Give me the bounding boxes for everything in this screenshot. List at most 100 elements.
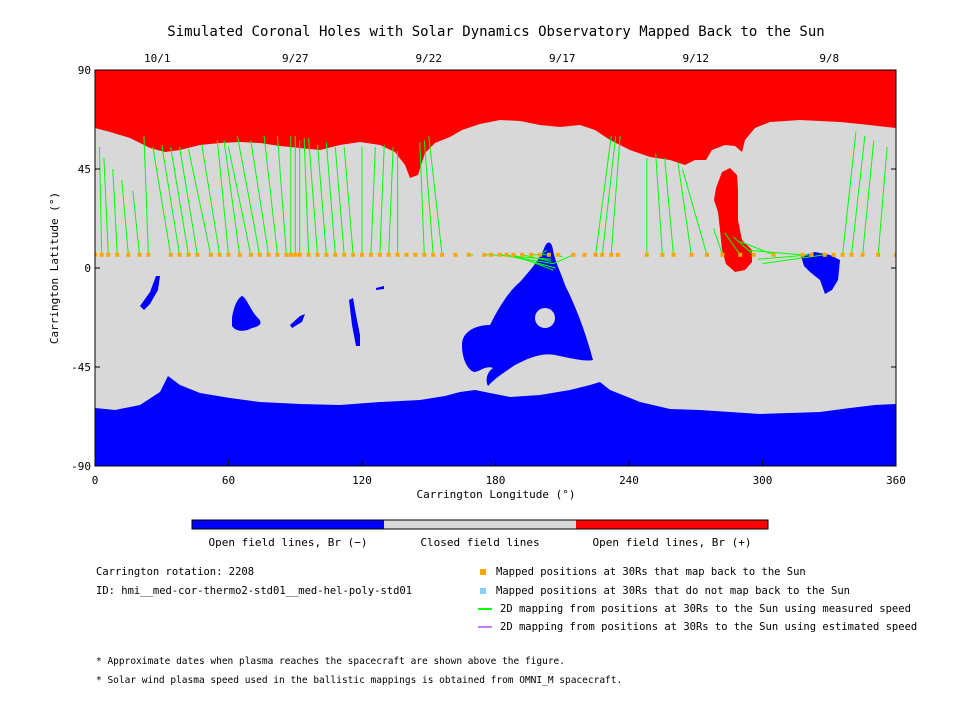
legend-measured-label: 2D mapping from positions at 30Rs to the… [500, 603, 911, 615]
mapping-line [499, 254, 554, 265]
mapped-point [146, 252, 151, 257]
x-tick-label: 120 [352, 474, 372, 487]
mapping-line [250, 140, 270, 255]
date-tick-label: 10/1 [144, 52, 171, 65]
mapping-line [423, 140, 434, 255]
mapping-line [112, 168, 118, 255]
x-axis: 0 60 120 180 240 300 360 [92, 461, 906, 487]
negative-island-4 [290, 314, 305, 328]
mapped-point [497, 252, 502, 257]
mapped-point [582, 252, 587, 257]
mapped-point [489, 252, 494, 257]
mapping-line [325, 142, 336, 255]
mapping-line [842, 131, 857, 255]
mapping-line [601, 135, 617, 255]
mapped-point [115, 252, 120, 257]
mapping-line [851, 135, 866, 255]
y-tick-label: 0 [84, 262, 91, 275]
mapping-line [98, 146, 103, 255]
mapped-point [404, 252, 409, 257]
mapping-line [121, 179, 129, 255]
mapping-line [303, 138, 310, 255]
mapped-point [226, 252, 231, 257]
legend-estimated-label: 2D mapping from positions at 30Rs to the… [500, 621, 918, 633]
colorbar-label: Open field lines, Br (−) [209, 536, 368, 549]
note-dates: * Approximate dates when plasma reaches … [96, 656, 565, 667]
mapped-point [555, 252, 560, 257]
mapping-line [419, 142, 425, 255]
positive-hole-extension [714, 168, 752, 272]
mapping-line [201, 144, 221, 255]
mapped-point [660, 252, 665, 257]
mapped-point [894, 252, 896, 257]
mapped-point [751, 252, 756, 257]
colorbar: Open field lines, Br (−) Closed field lin… [191, 519, 769, 549]
mapped-points [95, 252, 896, 257]
legend-estimated: 2D mapping from positions at 30Rs to the… [478, 621, 917, 633]
mapping-line [216, 140, 229, 255]
mapped-point [529, 252, 534, 257]
mapped-point [546, 252, 551, 257]
date-tick-label: 9/12 [683, 52, 710, 65]
x-tick-label: 240 [619, 474, 639, 487]
north-positive-region [95, 70, 896, 178]
mapped-point [504, 252, 509, 257]
y-tick-label: -45 [71, 361, 91, 374]
mapped-point [538, 252, 542, 257]
mapping-line [655, 153, 663, 255]
mapped-point [237, 252, 242, 257]
mapping-line [388, 146, 394, 255]
y-tick-label: -90 [71, 460, 91, 473]
mapped-point [137, 252, 142, 257]
chart-title: Simulated Coronal Holes with Solar Dynam… [167, 24, 824, 40]
mapping-line [308, 138, 318, 255]
mapping-line [877, 146, 888, 255]
mapped-point [368, 252, 373, 257]
y-tick-label: 45 [78, 163, 91, 176]
x-tick-label: 300 [753, 474, 773, 487]
mapped-point [168, 252, 173, 257]
mapping-line [103, 157, 109, 255]
mapping-line [170, 146, 189, 255]
colorbar-segment [576, 520, 768, 529]
mapped-point [600, 252, 605, 257]
mapped-point [126, 252, 131, 257]
mapping-line [595, 135, 612, 255]
mapping-line [862, 140, 875, 255]
mapped-point [720, 252, 725, 257]
mapped-point [293, 252, 298, 257]
mapping-line [762, 254, 825, 265]
mapped-point [440, 252, 445, 257]
mapped-point [520, 252, 525, 257]
mapped-point [466, 252, 471, 257]
mapped-point [106, 252, 111, 257]
mapped-point [315, 252, 320, 257]
mapping-line [428, 135, 443, 255]
mapped-point [704, 252, 709, 257]
mapped-point [208, 252, 213, 257]
mapping-line [228, 146, 252, 255]
mapped-point [413, 252, 418, 257]
mapped-point [860, 252, 865, 257]
legend-measured-marker [478, 608, 492, 610]
closed-island [535, 308, 555, 328]
mapped-point [800, 252, 805, 257]
mapped-point [351, 252, 356, 257]
mapped-point [195, 252, 200, 257]
mapping-line [223, 140, 241, 255]
mapped-point [849, 252, 854, 257]
model-id: ID: hmi__med-cor-thermo2-std01__med-hel-… [96, 585, 413, 597]
mapping-line [143, 135, 149, 255]
mapped-point [689, 252, 694, 257]
mapped-point [377, 252, 382, 257]
negative-island-5 [376, 286, 384, 290]
mapped-point [876, 252, 881, 257]
colorbar-segment [192, 520, 384, 529]
mapping-line [677, 162, 692, 255]
y-axis: 90 45 0 -45 -90 [71, 64, 896, 473]
legend-unmapped-label: Mapped positions at 30Rs that do not map… [496, 585, 851, 597]
mapping-line [724, 232, 741, 256]
mapped-point [297, 252, 302, 257]
date-tick-label: 9/22 [416, 52, 443, 65]
colorbar-label: Open field lines, Br (+) [593, 536, 752, 549]
